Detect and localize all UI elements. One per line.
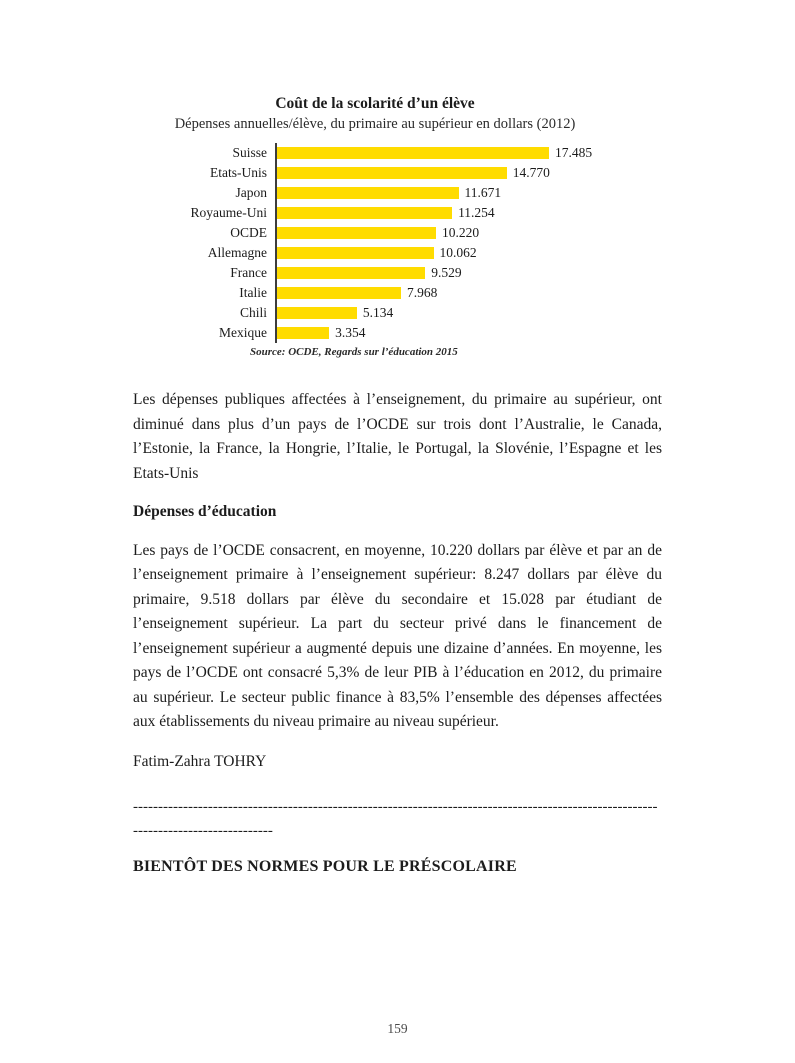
dashed-separator-line-2: ----------------------------: [133, 823, 273, 839]
chart-bar-track: 11.254: [275, 203, 600, 223]
chart-bar-track: 10.220: [275, 223, 600, 243]
chart-bar-track: 14.770: [275, 163, 600, 183]
chart-row: Etats-Unis 14.770: [150, 163, 600, 183]
chart-category-label: Italie: [239, 285, 267, 300]
chart-category-label: Japon: [235, 185, 268, 200]
paragraph-public-spending: Les dépenses publiques affectées à l’ens…: [133, 391, 662, 482]
chart-row: Suisse 17.485: [150, 143, 600, 163]
chart-bar-track: 11.671: [275, 183, 600, 203]
chart-bar-track: 17.485: [275, 143, 600, 163]
chart-bar-track: 7.968: [275, 283, 600, 303]
paragraph-ocde-spending: Les pays de l’OCDE consacrent, en moyenn…: [133, 541, 662, 731]
chart-row: OCDE 10.220: [150, 223, 600, 243]
chart-bar: [277, 227, 436, 239]
chart-bar: [277, 307, 357, 319]
chart-row: Japon 11.671: [150, 183, 600, 203]
chart-category-label: Etats-Unis: [210, 165, 267, 180]
chart-value-label: 5.134: [362, 305, 394, 320]
bar-chart: Coût de la scolarité d’un élève Dépenses…: [150, 94, 600, 358]
chart-category-label: Royaume-Uni: [190, 205, 268, 220]
chart-bar: [277, 147, 549, 159]
chart-row: Italie 7.968: [150, 283, 600, 303]
chart-row: France 9.529: [150, 263, 600, 283]
chart-bar-track: 5.134: [275, 303, 600, 323]
chart-bar: [277, 327, 330, 339]
chart-category-label: Allemagne: [207, 245, 267, 260]
next-article-headline: BIENTÔT DES NORMES POUR LE PRÉSCOLAIRE: [133, 857, 517, 875]
page-number: 159: [387, 1021, 408, 1036]
chart-value-label: 11.671: [464, 185, 502, 200]
chart-bar: [277, 187, 459, 199]
chart-row: Royaume-Uni 11.254: [150, 203, 600, 223]
chart-value-label: 14.770: [512, 165, 550, 180]
chart-bar: [277, 167, 507, 179]
chart-category-label: Mexique: [219, 325, 267, 340]
chart-row: Mexique 3.354: [150, 323, 600, 343]
dashed-separator: ----------------------------------------…: [133, 795, 662, 844]
chart-category-label: OCDE: [230, 225, 267, 240]
chart-bar-track: 9.529: [275, 263, 600, 283]
chart-category-label: France: [230, 265, 267, 280]
chart-bar: [277, 287, 401, 299]
author-byline: Fatim-Zahra TOHRY: [133, 753, 267, 770]
chart-value-label: 11.254: [458, 205, 495, 220]
chart-value-label: 9.529: [431, 265, 462, 280]
chart-value-label: 17.485: [555, 145, 593, 160]
chart-subtitle: Dépenses annuelles/élève, du primaire au…: [174, 116, 576, 132]
chart-rows: Suisse 17.485 Etats-Unis 14.770 Japon 11.671 R…: [150, 143, 600, 343]
chart-value-label: 7.968: [406, 285, 438, 300]
chart-bar: [277, 267, 426, 279]
section-heading-depenses: Dépenses d’éducation: [133, 502, 277, 520]
chart-bar: [277, 207, 453, 219]
dashed-separator-line-1: ----------------------------------------…: [133, 798, 658, 815]
chart-value-label: 10.062: [439, 245, 477, 260]
chart-title: Coût de la scolarité d’un élève: [275, 95, 475, 112]
chart-row: Allemagne 10.062: [150, 243, 600, 263]
chart-category-label: Chili: [239, 305, 267, 320]
chart-bar-track: 10.062: [275, 243, 600, 263]
chart-value-label: 10.220: [441, 225, 480, 240]
document-content: Coût de la scolarité d’un élève Dépenses…: [0, 94, 795, 876]
chart-value-label: 3.354: [335, 325, 366, 340]
chart-bar: [277, 247, 434, 259]
chart-bar-track: 3.354: [275, 323, 600, 343]
chart-category-label: Suisse: [232, 145, 267, 160]
chart-source: Source: OCDE, Regards sur l’éducation 20…: [250, 346, 458, 358]
chart-row: Chili 5.134: [150, 303, 600, 323]
